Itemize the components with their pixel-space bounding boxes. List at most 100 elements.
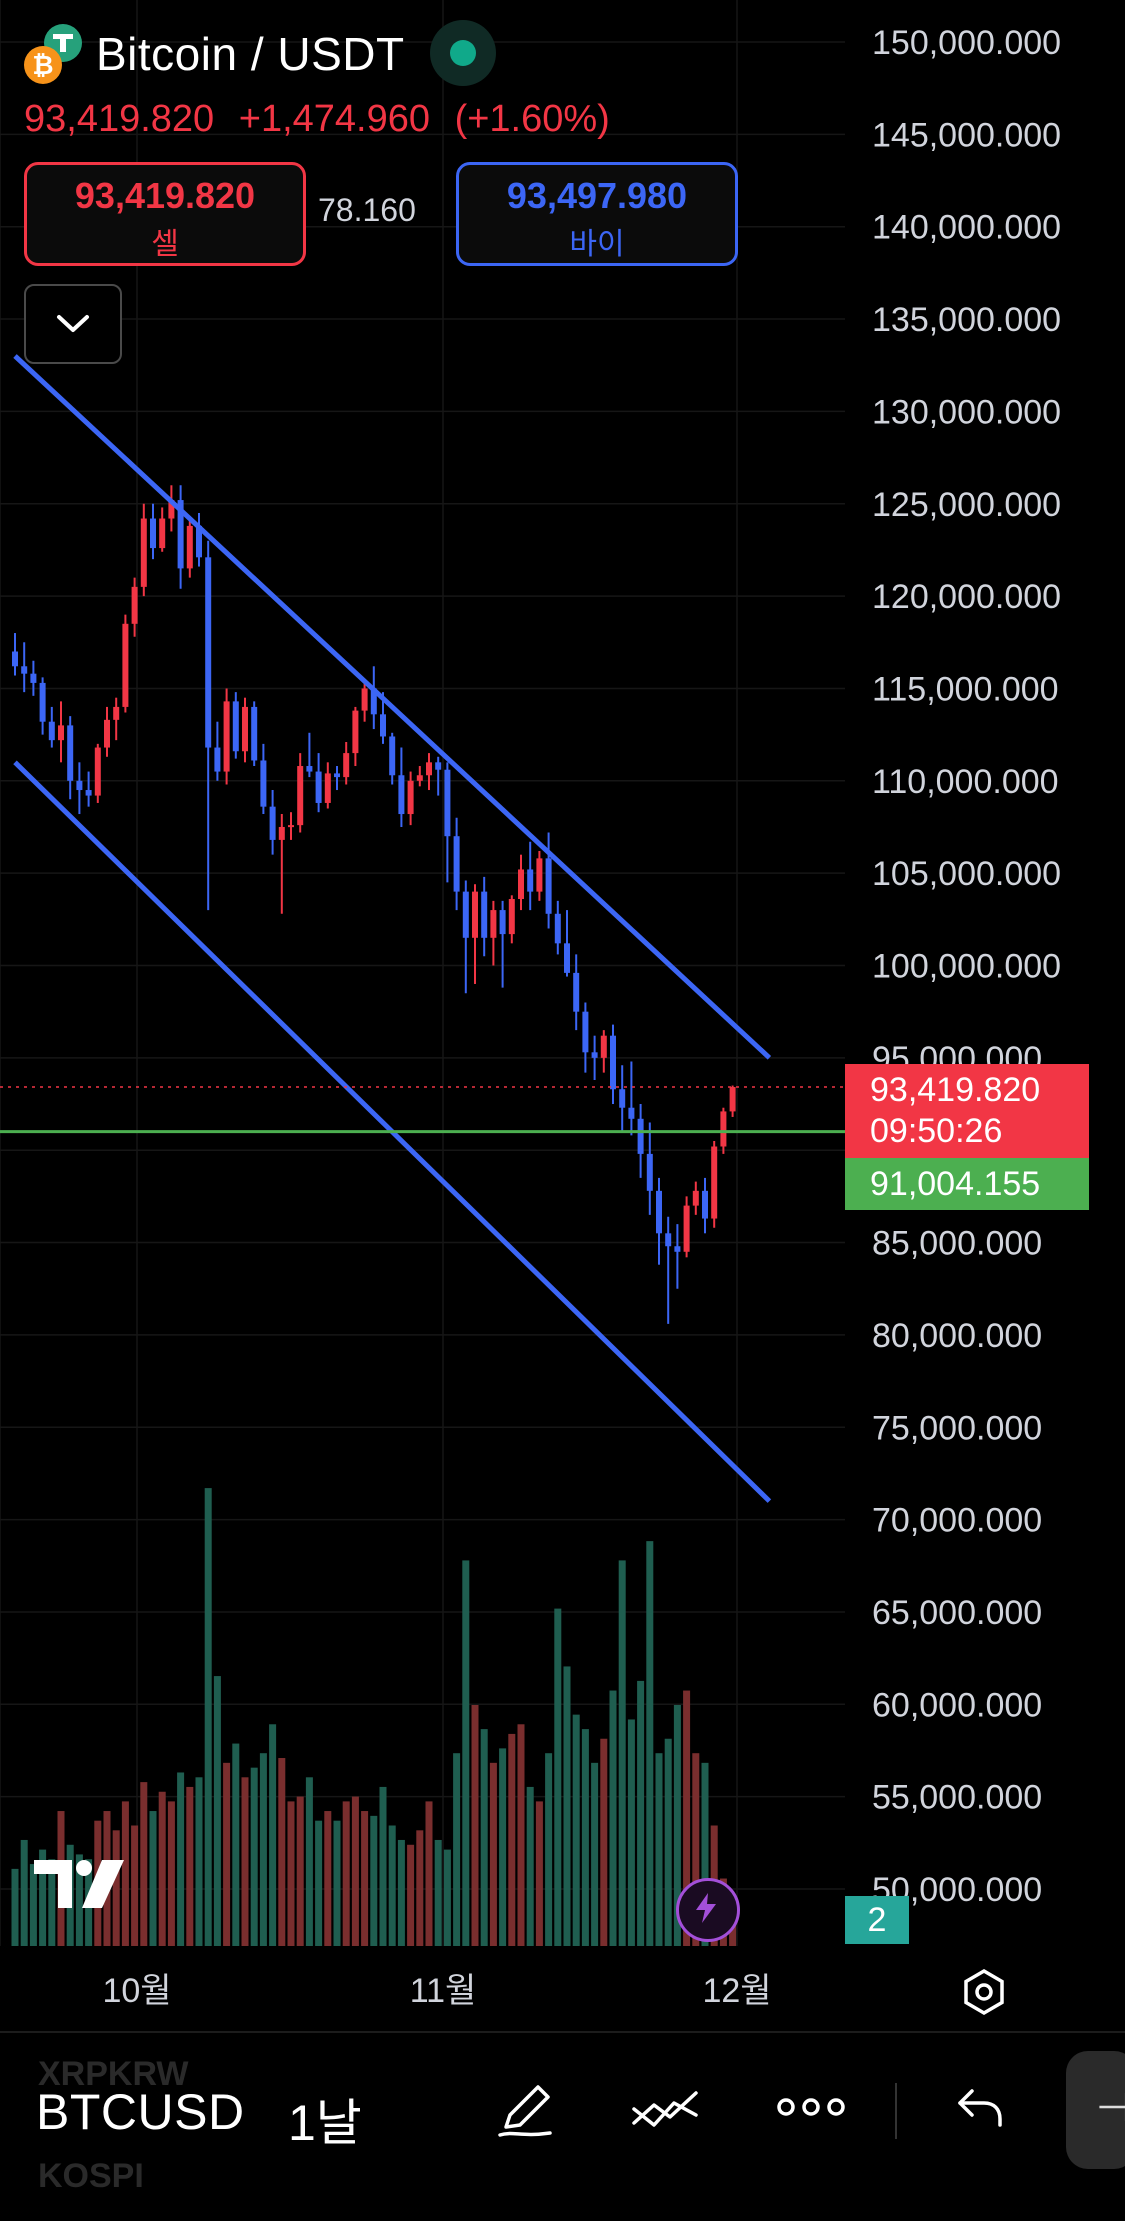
watchlist-next-symbol[interactable]: KOSPI [38, 2157, 144, 2195]
buy-button[interactable]: 93,497.980 바이 [456, 162, 738, 266]
candle-body [711, 1146, 718, 1219]
time-axis-label: 10월 [102, 1972, 171, 2010]
sell-button[interactable]: 93,419.820 셀 [24, 162, 306, 266]
volume-bar [296, 1796, 304, 1946]
price-axis-label: 120,000.000 [872, 578, 1061, 616]
volume-bar [526, 1786, 534, 1946]
volume-bar [434, 1839, 442, 1946]
undo-icon[interactable] [956, 2085, 1004, 2134]
candle-body [729, 1087, 736, 1112]
collapse-button[interactable] [24, 284, 122, 364]
candle-body [168, 500, 175, 519]
candle-body [508, 899, 515, 935]
candle-body [683, 1205, 690, 1252]
candle-body [426, 762, 432, 776]
price-axis-label: 75,000.000 [872, 1409, 1042, 1447]
candle-body [720, 1111, 727, 1147]
volume-bar [361, 1811, 369, 1946]
volume-bar [609, 1690, 617, 1946]
countdown-timer: 09:50:26 [870, 1112, 1002, 1150]
price-axis-label: 80,000.000 [872, 1317, 1042, 1355]
sell-label: 셀 [151, 228, 179, 261]
candle-body [702, 1190, 708, 1219]
alert-count-badge[interactable]: 2 [845, 1896, 909, 1944]
drawing-pen-icon[interactable] [492, 2077, 558, 2148]
candle-body [122, 623, 129, 707]
volume-bar [167, 1801, 175, 1946]
volume-bar [508, 1733, 516, 1946]
volume-bar [287, 1801, 295, 1946]
time-axis-label: 12월 [702, 1972, 771, 2010]
candle-body [499, 910, 506, 935]
candle-body [58, 725, 64, 741]
candle-body [398, 775, 405, 815]
bolt-icon[interactable] [676, 1878, 740, 1942]
candle-body [343, 753, 350, 778]
price-axis-label: 100,000.000 [872, 948, 1061, 986]
channel-line-upper [13, 354, 772, 1060]
buy-price: 93,497.980 [506, 175, 688, 216]
volume-bar [692, 1753, 700, 1946]
volume-bar [489, 1762, 497, 1946]
volume-bar [75, 1854, 83, 1946]
symbol-selector[interactable]: BTCUSD [36, 2084, 245, 2140]
candle-body [242, 706, 248, 752]
candle-body [389, 736, 396, 776]
side-panel-handle-icon: ⊣ [1096, 2086, 1125, 2130]
settings-icon[interactable] [960, 1968, 1008, 2021]
market-status-icon[interactable] [430, 20, 496, 86]
more-options-icon[interactable] [776, 2095, 846, 2124]
volume-bar [149, 1811, 157, 1946]
volume-bar [591, 1762, 599, 1946]
buy-label: 바이 [569, 228, 625, 261]
interval-selector[interactable]: 1날 [288, 2095, 362, 2151]
candle-body [297, 766, 304, 826]
volume-bar [278, 1758, 286, 1946]
volume-bar [480, 1729, 488, 1946]
candle-body [196, 525, 202, 558]
candle-body [85, 790, 92, 796]
change-absolute: +1,474.960 [238, 98, 430, 140]
volume-bar [535, 1801, 543, 1946]
candle-body [665, 1233, 672, 1247]
volume-bar [379, 1786, 387, 1946]
volume-bar [683, 1690, 691, 1946]
coin-icons: ₿ [22, 22, 84, 86]
candle-body [472, 891, 478, 938]
volume-bar [186, 1786, 194, 1946]
pair-row[interactable]: ₿ Bitcoin / USDT [22, 22, 405, 86]
pair-title: Bitcoin / USDT [96, 28, 405, 80]
candle-body [39, 682, 46, 722]
volume-bar [673, 1705, 681, 1946]
volume-bar [471, 1705, 479, 1946]
candle-body [48, 721, 55, 741]
volume-bar [600, 1738, 608, 1946]
candle-body [177, 500, 184, 569]
volume-bar [158, 1791, 166, 1946]
candle-body [104, 719, 110, 748]
indicators-icon[interactable] [630, 2079, 702, 2144]
candle-body [462, 891, 469, 938]
spread-value: 78.160 [318, 192, 416, 228]
watchlist-prev-symbol[interactable]: XRPKRW [38, 2055, 189, 2093]
candle-body [619, 1089, 626, 1108]
candle-body [582, 1011, 589, 1053]
volume-bar [241, 1777, 249, 1946]
volume-bar [627, 1719, 635, 1946]
candle-body [214, 747, 221, 772]
candle-body [646, 1153, 653, 1191]
candle-body [131, 586, 138, 624]
price-summary: 93,419.820 +1,474.960 (+1.60%) [24, 98, 624, 141]
volume-bar [204, 1488, 212, 1946]
candle-body [205, 557, 212, 748]
time-axis: 10월 11월 12월 [102, 1972, 771, 2010]
side-panel-tab[interactable]: ⊣ [1066, 2051, 1125, 2169]
candle-body [416, 775, 423, 781]
price-axis-label: 150,000.000 [872, 24, 1061, 62]
candle-body [288, 825, 294, 828]
volume-bar [29, 1864, 37, 1946]
price-axis-label: 130,000.000 [872, 393, 1061, 431]
volume-bar [646, 1541, 654, 1946]
volume-bar [269, 1724, 277, 1946]
